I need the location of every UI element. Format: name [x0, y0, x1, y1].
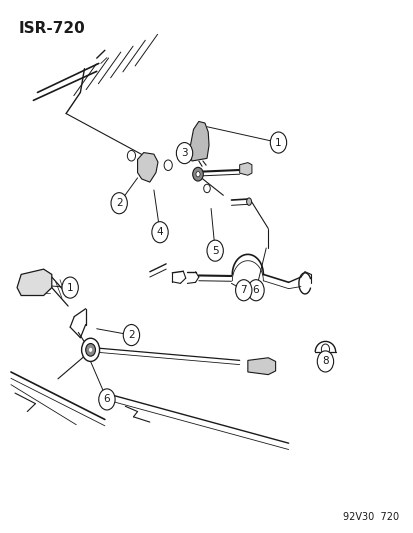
Text: ISR-720: ISR-720	[19, 21, 85, 36]
Text: 2: 2	[128, 330, 134, 340]
Circle shape	[206, 240, 223, 261]
Circle shape	[164, 160, 172, 171]
Polygon shape	[189, 122, 209, 161]
Circle shape	[152, 222, 168, 243]
Circle shape	[81, 338, 100, 361]
Polygon shape	[247, 358, 275, 375]
Text: 7: 7	[240, 285, 247, 295]
Ellipse shape	[246, 198, 251, 205]
Circle shape	[123, 325, 139, 345]
Circle shape	[247, 280, 263, 301]
Circle shape	[203, 184, 210, 192]
Circle shape	[62, 277, 78, 298]
Circle shape	[85, 343, 95, 356]
Text: 2: 2	[116, 198, 122, 208]
Polygon shape	[239, 163, 252, 175]
Circle shape	[176, 142, 192, 164]
Circle shape	[235, 280, 252, 301]
Polygon shape	[137, 152, 158, 182]
Text: 1: 1	[275, 138, 281, 148]
Text: 5: 5	[211, 246, 218, 256]
Text: 6: 6	[252, 285, 259, 295]
Circle shape	[99, 389, 115, 410]
Circle shape	[316, 351, 333, 372]
Polygon shape	[17, 269, 52, 295]
Text: 92V30  720: 92V30 720	[342, 512, 398, 522]
Text: 8: 8	[321, 357, 328, 367]
Circle shape	[270, 132, 286, 153]
Circle shape	[195, 172, 199, 177]
Text: 6: 6	[103, 394, 110, 405]
Text: 1: 1	[66, 282, 73, 293]
Text: 3: 3	[181, 148, 188, 158]
Text: 4: 4	[157, 227, 163, 237]
Circle shape	[320, 344, 329, 354]
Circle shape	[127, 150, 135, 161]
Circle shape	[192, 167, 203, 181]
Circle shape	[111, 192, 127, 214]
Circle shape	[89, 348, 92, 352]
